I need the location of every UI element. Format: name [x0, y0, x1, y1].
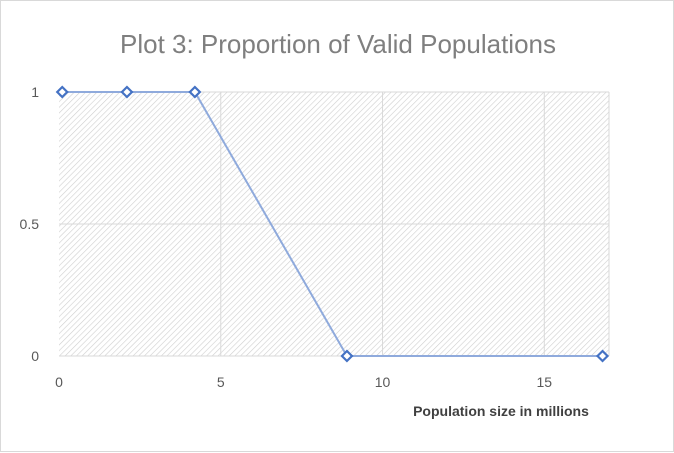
data-point-marker: [188, 85, 202, 99]
data-point-marker: [120, 85, 134, 99]
x-tick-label: 10: [375, 374, 391, 390]
y-tick-label: 1: [31, 84, 39, 100]
data-series: [55, 85, 610, 363]
x-axis-label: Population size in millions: [413, 403, 589, 419]
x-tick-label: 5: [217, 374, 225, 390]
chart-title: Plot 3: Proportion of Valid Populations: [120, 29, 556, 59]
x-tick-label: 0: [55, 374, 63, 390]
data-point-marker: [595, 349, 610, 363]
data-point-marker: [55, 85, 69, 99]
y-tick-label: 0: [31, 348, 39, 364]
data-point-marker: [340, 349, 354, 363]
axis-ticks: 00.510 5 10 15: [20, 84, 553, 390]
y-tick-label: 0.5: [20, 216, 40, 232]
x-tick-label: 15: [537, 374, 553, 390]
